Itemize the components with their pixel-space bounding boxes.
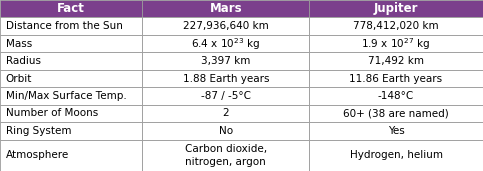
Bar bbox=[0, 122, 142, 140]
Text: No: No bbox=[219, 126, 233, 136]
Bar bbox=[309, 122, 483, 140]
Bar bbox=[309, 140, 483, 171]
Bar bbox=[309, 17, 483, 35]
Text: -87 / -5°C: -87 / -5°C bbox=[201, 91, 251, 101]
Text: Min/Max Surface Temp.: Min/Max Surface Temp. bbox=[6, 91, 127, 101]
Bar bbox=[309, 87, 483, 105]
Text: 2: 2 bbox=[223, 108, 229, 119]
Bar bbox=[309, 35, 483, 52]
Bar bbox=[309, 70, 483, 87]
Text: 71,492 km: 71,492 km bbox=[368, 56, 424, 66]
Bar bbox=[0, 52, 142, 70]
Bar bbox=[0, 87, 142, 105]
Text: Mars: Mars bbox=[210, 2, 242, 15]
Text: Mass: Mass bbox=[6, 39, 32, 49]
Bar bbox=[0, 17, 142, 35]
Text: 11.86 Earth years: 11.86 Earth years bbox=[350, 74, 442, 83]
Text: Atmosphere: Atmosphere bbox=[6, 150, 69, 160]
Bar bbox=[0, 140, 142, 171]
Bar bbox=[142, 17, 309, 35]
Bar bbox=[142, 87, 309, 105]
Bar bbox=[309, 105, 483, 122]
Bar bbox=[142, 105, 309, 122]
Text: Orbit: Orbit bbox=[6, 74, 32, 83]
Text: Radius: Radius bbox=[6, 56, 41, 66]
Bar bbox=[309, 0, 483, 17]
Text: 778,412,020 km: 778,412,020 km bbox=[353, 21, 439, 31]
Text: Ring System: Ring System bbox=[6, 126, 71, 136]
Text: Carbon dioxide,
nitrogen, argon: Carbon dioxide, nitrogen, argon bbox=[185, 144, 267, 167]
Text: Fact: Fact bbox=[57, 2, 85, 15]
Bar bbox=[0, 105, 142, 122]
Bar bbox=[142, 70, 309, 87]
Text: Number of Moons: Number of Moons bbox=[6, 108, 98, 119]
Bar bbox=[142, 140, 309, 171]
Bar bbox=[142, 0, 309, 17]
Bar bbox=[0, 35, 142, 52]
Bar bbox=[142, 35, 309, 52]
Bar bbox=[0, 0, 142, 17]
Text: Hydrogen, helium: Hydrogen, helium bbox=[350, 150, 442, 160]
Text: Jupiter: Jupiter bbox=[374, 2, 418, 15]
Bar bbox=[0, 70, 142, 87]
Bar bbox=[142, 122, 309, 140]
Text: 1.88 Earth years: 1.88 Earth years bbox=[183, 74, 269, 83]
Text: Yes: Yes bbox=[388, 126, 404, 136]
Text: -148°C: -148°C bbox=[378, 91, 414, 101]
Text: 1.9 x $10^{27}$ kg: 1.9 x $10^{27}$ kg bbox=[361, 36, 431, 51]
Text: 6.4 x $10^{23}$ kg: 6.4 x $10^{23}$ kg bbox=[191, 36, 260, 51]
Text: 227,936,640 km: 227,936,640 km bbox=[183, 21, 269, 31]
Bar bbox=[309, 52, 483, 70]
Bar bbox=[142, 52, 309, 70]
Text: 3,397 km: 3,397 km bbox=[201, 56, 251, 66]
Text: Distance from the Sun: Distance from the Sun bbox=[6, 21, 123, 31]
Text: 60+ (38 are named): 60+ (38 are named) bbox=[343, 108, 449, 119]
